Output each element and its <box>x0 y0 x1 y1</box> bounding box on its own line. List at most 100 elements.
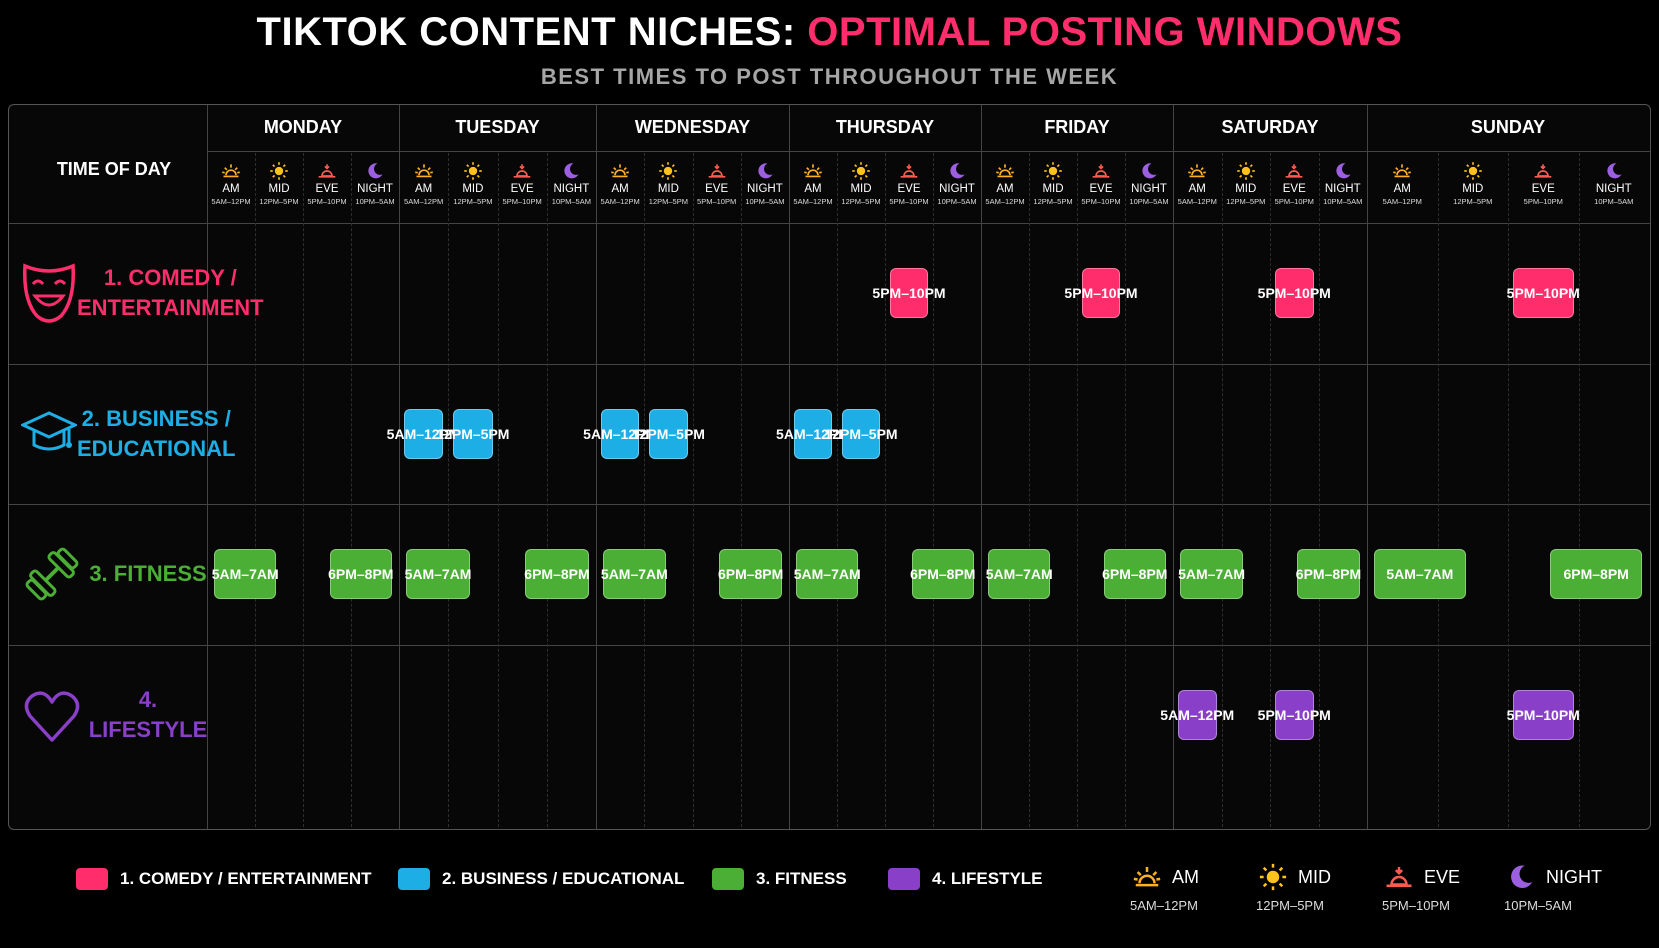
chart-title-main: TIKTOK CONTENT NICHES: <box>256 10 808 54</box>
slot-range: 5PM–10PM <box>1081 197 1121 206</box>
posting-window-fitness: 6PM–8PM <box>910 549 975 600</box>
slot-divider <box>1318 153 1320 827</box>
time-key-range: 10PM–5AM <box>1504 898 1572 913</box>
slot-range: 12PM–5PM <box>1226 197 1266 206</box>
sun-icon <box>1259 863 1287 891</box>
day-header-saturday: SATURDAY <box>1221 117 1319 137</box>
slot-divider <box>644 153 646 827</box>
moon-icon <box>1607 163 1622 179</box>
dumbbell-icon <box>21 541 83 607</box>
slot-header-eve: EVE 5PM–10PM <box>303 161 351 206</box>
posting-window-comedy: 5PM–10PM <box>1258 268 1331 319</box>
slot-header-night: NIGHT 10PM–5AM <box>351 161 399 206</box>
moon-icon <box>1142 163 1157 179</box>
time-of-day-label: TIME OF DAY <box>56 158 172 179</box>
legend-label: 2. BUSINESS / EDUCATIONAL <box>442 869 685 888</box>
grid-vline <box>1367 105 1368 829</box>
posting-window-fitness: 5AM–7AM <box>601 549 668 600</box>
slot-label: NIGHT <box>1131 183 1167 195</box>
time-key-row: EVE <box>1384 862 1504 892</box>
posting-window-comedy: 5PM–10PM <box>872 268 946 319</box>
slot-range: 5PM–10PM <box>307 197 347 206</box>
slot-range: 12PM–5PM <box>453 197 493 206</box>
moon-icon <box>1336 163 1351 179</box>
niche-name-line1: 1. COMEDY / <box>103 265 237 291</box>
slot-label: EVE <box>1282 183 1306 195</box>
slot-range: 12PM–5PM <box>1453 197 1493 206</box>
time-key-row: MID <box>1258 862 1378 892</box>
posting-window-comedy: 5PM–10PM <box>1064 268 1138 319</box>
slot-header-mid: MID 12PM–5PM <box>644 161 692 206</box>
slot-range: 5AM–12PM <box>793 197 833 206</box>
schedule-grid: TIME OF DAY MONDAY AM 5AM–12PM MID 12PM–5PM E… <box>8 104 1651 830</box>
niche-label-business: 2. BUSINESS / EDUCATIONAL <box>9 364 235 505</box>
time-key-row: NIGHT <box>1506 862 1626 892</box>
posting-window-lifestyle: 5AM–12PM <box>1160 689 1234 740</box>
slot-divider <box>933 153 934 827</box>
slot-divider <box>255 153 256 827</box>
sun-icon <box>464 162 482 180</box>
sunset-icon <box>1534 164 1552 178</box>
posting-window-business: 12PM–5PM <box>632 408 705 459</box>
sunset-icon <box>900 164 918 178</box>
slot-header-am: AM 5AM–12PM <box>399 161 448 206</box>
slot-header-mid: MID 12PM–5PM <box>255 161 303 206</box>
sunset-icon <box>1386 867 1412 887</box>
slot-range: 5AM–12PM <box>600 197 640 206</box>
slot-header-mid: MID 12PM–5PM <box>1222 161 1271 206</box>
legend-item-fitness: 3. FITNESS <box>712 868 847 890</box>
grid-hline <box>9 644 1650 646</box>
day-header-tuesday: TUESDAY <box>455 117 540 137</box>
niche-label-fitness: 3. FITNESS <box>9 504 219 645</box>
niche-name: 2. BUSINESS / EDUCATIONAL <box>77 404 241 464</box>
slot-label: AM <box>1393 183 1411 195</box>
legend-label: 3. FITNESS <box>756 869 847 888</box>
slot-header-mid: MID 12PM–5PM <box>1029 161 1077 206</box>
legend-item-comedy: 1. COMEDY / ENTERTAINMENT <box>76 868 372 890</box>
sunrise-icon <box>1393 164 1412 178</box>
niche-name-line1: 4. LIFESTYLE <box>88 686 208 742</box>
niche-name-line1: 3. FITNESS <box>89 561 207 587</box>
grid-vline <box>789 105 790 829</box>
posting-window-fitness: 6PM–8PM <box>328 549 393 600</box>
slot-label: MID <box>850 183 872 195</box>
posting-window-business: 5AM–12PM <box>583 408 657 459</box>
slot-range: 5AM–12PM <box>985 197 1025 206</box>
niche-name: 1. COMEDY / ENTERTAINMENT <box>77 263 270 323</box>
grid-vline <box>1173 105 1174 829</box>
moon-icon <box>564 163 579 179</box>
slot-divider <box>885 153 886 827</box>
slot-divider <box>1508 153 1509 827</box>
grid-hline <box>9 363 1650 365</box>
sunrise-icon <box>1133 867 1161 887</box>
slot-label: NIGHT <box>1324 183 1361 195</box>
niche-name-line1: 2. BUSINESS / <box>81 405 231 431</box>
slot-label: NIGHT <box>939 183 975 195</box>
time-key-range: 5PM–10PM <box>1382 898 1450 913</box>
time-key-mid: MID 12PM–5PM <box>1256 862 1378 913</box>
day-header-sunday: SUNDAY <box>1470 117 1546 137</box>
posting-window-fitness: 6PM–8PM <box>718 549 783 600</box>
posting-window-business: 12PM–5PM <box>436 408 509 459</box>
slot-header-eve: EVE 5PM–10PM <box>1508 161 1579 206</box>
slot-range: 10PM–5AM <box>937 197 977 206</box>
slot-divider <box>1270 153 1271 827</box>
slot-range: 10PM–5AM <box>1594 197 1634 206</box>
slot-range: 5PM–10PM <box>889 197 929 206</box>
legend-swatch <box>398 868 430 890</box>
slot-header-eve: EVE 5PM–10PM <box>498 161 547 206</box>
slot-header-mid: MID 12PM–5PM <box>837 161 885 206</box>
sunrise-icon <box>222 164 240 178</box>
posting-window-business: 5AM–12PM <box>776 408 850 459</box>
slot-divider <box>448 153 450 827</box>
grid-vline <box>207 105 208 829</box>
legend-item-lifestyle: 4. LIFESTYLE <box>888 868 1043 890</box>
sun-icon <box>659 162 678 180</box>
grid-vline <box>981 105 982 829</box>
legend-label: 4. LIFESTYLE <box>932 869 1043 888</box>
slot-divider <box>837 153 838 827</box>
moon-icon <box>950 163 965 179</box>
niche-name-line2: EDUCATIONAL <box>77 435 236 461</box>
slot-header-eve: EVE 5PM–10PM <box>693 161 741 206</box>
sun-icon <box>1044 162 1062 180</box>
